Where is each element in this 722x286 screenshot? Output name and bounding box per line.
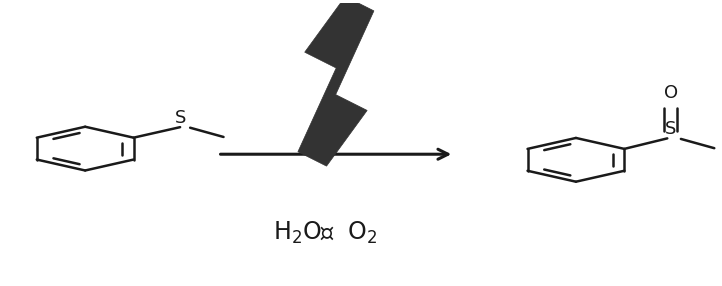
Text: H$_2$O，  O$_2$: H$_2$O， O$_2$ [273,220,378,246]
Text: O: O [664,84,678,102]
Text: S: S [665,120,677,138]
Polygon shape [298,0,374,166]
Text: S: S [175,109,186,127]
